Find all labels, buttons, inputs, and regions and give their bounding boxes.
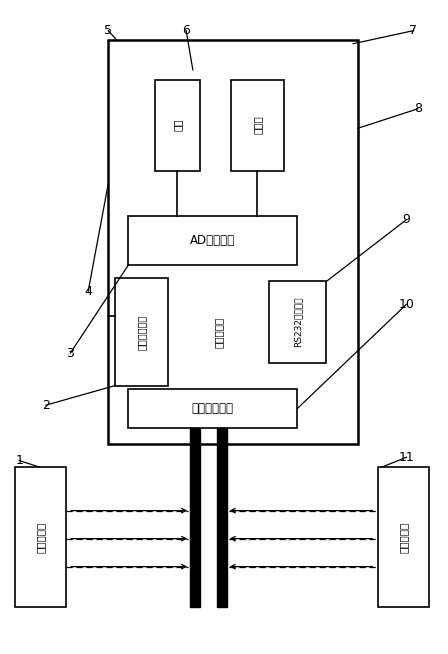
Text: 6: 6 bbox=[182, 24, 190, 37]
Bar bbox=[268, 281, 327, 363]
Text: 发射驱动电路: 发射驱动电路 bbox=[137, 315, 146, 349]
Text: AD转换电路: AD转换电路 bbox=[190, 234, 236, 247]
Text: 单片机系统: 单片机系统 bbox=[213, 317, 224, 347]
Text: 9: 9 bbox=[403, 213, 410, 226]
Bar bbox=[155, 80, 199, 171]
Bar bbox=[231, 80, 284, 171]
Text: 光强采集电路: 光强采集电路 bbox=[192, 402, 234, 415]
Bar bbox=[128, 216, 297, 265]
Bar bbox=[115, 278, 168, 386]
Text: 11: 11 bbox=[399, 451, 414, 464]
Bar bbox=[15, 467, 66, 607]
Text: 7: 7 bbox=[409, 24, 417, 37]
Bar bbox=[190, 428, 200, 607]
Text: RS232通讯接口: RS232通讯接口 bbox=[293, 297, 302, 347]
Bar bbox=[378, 467, 429, 607]
Text: 激光发射端: 激光发射端 bbox=[398, 521, 408, 553]
Text: 4: 4 bbox=[84, 284, 92, 298]
Text: 气压: 气压 bbox=[172, 119, 182, 131]
Text: 2: 2 bbox=[42, 399, 50, 411]
Bar bbox=[128, 389, 297, 428]
Text: 5: 5 bbox=[104, 24, 112, 37]
Bar bbox=[217, 428, 227, 607]
Text: 10: 10 bbox=[399, 298, 414, 311]
Text: 激光发射端: 激光发射端 bbox=[35, 521, 45, 553]
Text: 温湿度: 温湿度 bbox=[252, 116, 263, 135]
Text: 1: 1 bbox=[15, 454, 23, 467]
Bar bbox=[108, 41, 358, 444]
Text: 8: 8 bbox=[414, 102, 422, 115]
Text: 3: 3 bbox=[66, 347, 74, 360]
